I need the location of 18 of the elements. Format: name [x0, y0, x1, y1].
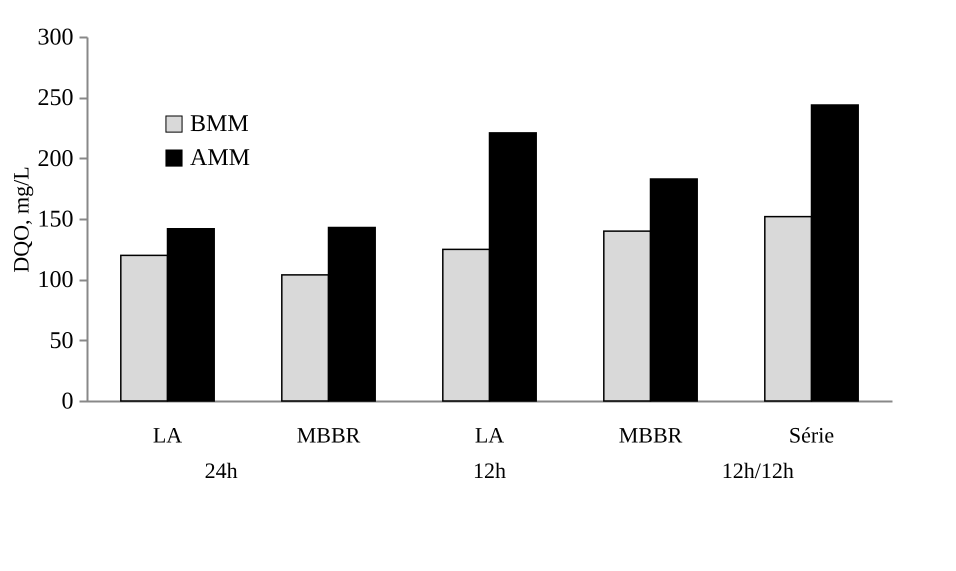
legend-label: BMM: [190, 111, 249, 137]
text: 12h: [473, 458, 506, 483]
y-tick-label: 50: [50, 328, 74, 354]
text: 12h/12h: [722, 458, 794, 483]
y-tick-label: 300: [38, 24, 74, 50]
x-tick-label: MBBR: [618, 422, 683, 448]
x-tick-label: LA: [152, 422, 182, 448]
y-tick-label: 200: [38, 146, 74, 172]
legend-label: AMM: [190, 145, 250, 171]
y-tick-label: 150: [38, 206, 74, 232]
text: 24h: [204, 458, 238, 483]
y-tick-label: 250: [38, 85, 74, 112]
x-tick-label: Série: [788, 422, 834, 448]
x-tick-label: MBBR: [296, 422, 361, 448]
y-axis-title: DQO, mg/L: [8, 166, 34, 273]
x-tick-label: LA: [474, 422, 504, 448]
y-tick-label: 0: [62, 388, 74, 414]
y-tick-label: 100: [38, 267, 74, 294]
